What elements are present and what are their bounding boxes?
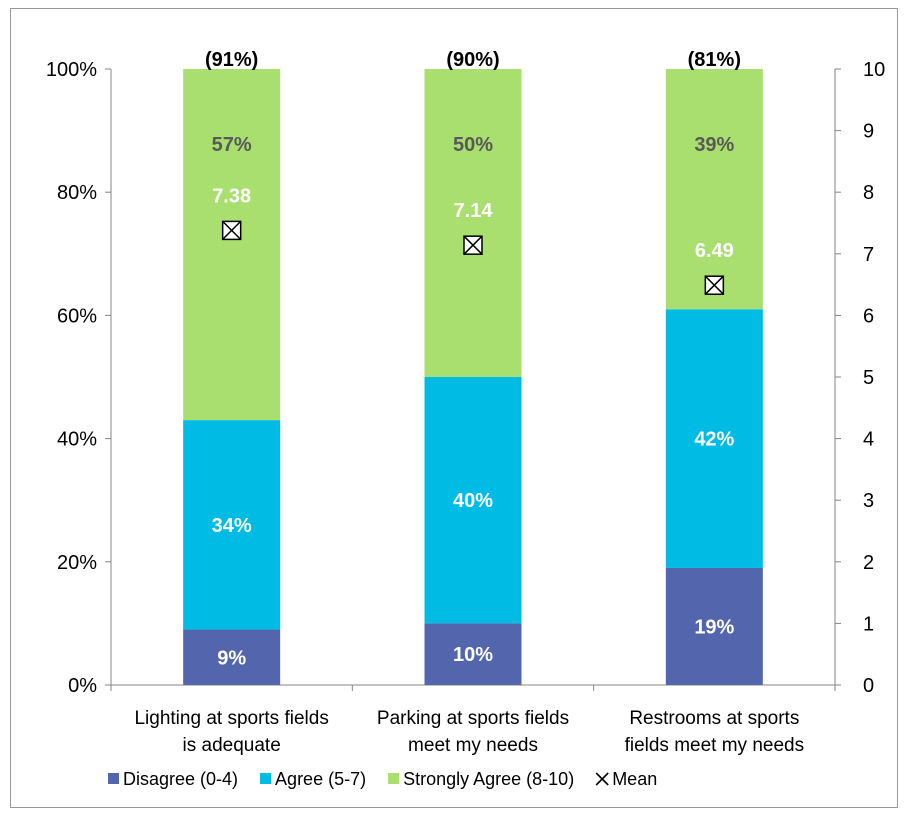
right-tick-label: 4 <box>863 429 874 451</box>
x-category-label: Restrooms at sports <box>629 708 799 729</box>
bar-segment-3 <box>183 69 281 421</box>
mean-marker <box>221 220 242 241</box>
mean-marker <box>704 275 725 295</box>
segment-data-label: 42% <box>694 429 734 451</box>
mean-data-label: 7.14 <box>454 200 494 222</box>
legend-label-1: Disagree (0-4) <box>123 769 238 789</box>
legend-label-mean: Mean <box>612 769 657 789</box>
total-label: (90%) <box>446 49 499 71</box>
segment-data-label: 34% <box>212 515 252 537</box>
x-category-label: Lighting at sports fields <box>134 708 328 729</box>
right-tick-label: 2 <box>863 552 874 574</box>
legend-label-3: Strongly Agree (8-10) <box>403 769 574 789</box>
left-tick-label: 60% <box>57 305 97 327</box>
axes: 0% 20% 40% 60% 80% 100% 0 1 2 3 4 5 6 7 8 9 10 Lighting a… <box>46 59 885 756</box>
right-tick-label: 3 <box>863 490 874 512</box>
total-label: (91%) <box>205 49 258 71</box>
legend-swatch-2 <box>260 773 272 784</box>
segment-data-label: 57% <box>212 134 252 156</box>
bar-segment-1 <box>183 629 281 685</box>
legend-swatch-3 <box>388 773 400 784</box>
legend-swatch-1 <box>108 773 119 784</box>
left-tick-label: 100% <box>46 59 97 81</box>
left-tick-label: 40% <box>57 429 97 451</box>
segment-data-label: 9% <box>217 647 246 669</box>
segment-data-label: 10% <box>453 644 493 666</box>
right-tick-label: 7 <box>863 244 874 266</box>
bar-segment-2 <box>424 377 522 624</box>
bar-segment-2 <box>183 420 281 630</box>
mean-marker-cross-2 <box>463 235 483 255</box>
right-tick-label: 9 <box>863 121 874 143</box>
data-labels: 9% 34% 57% (91%) 7.38 10% 40% 50% (90%) 7.14 19% 42… <box>205 49 741 669</box>
mean-data-label: 7.38 <box>212 185 251 207</box>
right-tick-label: 10 <box>863 59 885 81</box>
legend-label-2: Agree (5-7) <box>275 769 366 789</box>
right-tick-label: 0 <box>863 675 874 697</box>
x-category-label: meet my needs <box>408 735 538 756</box>
x-category-label: fields meet my needs <box>625 735 805 756</box>
x-category-label: is adequate <box>183 735 281 756</box>
mean-marker-cross-2 <box>704 275 724 295</box>
left-tick-label: 0% <box>68 675 97 697</box>
segment-data-label: 39% <box>694 134 734 156</box>
legend-mean-marker <box>595 772 609 786</box>
segment-data-label: 40% <box>453 490 493 512</box>
right-tick-label: 1 <box>863 613 874 635</box>
left-tick-label: 20% <box>57 552 97 574</box>
mean-marker <box>463 235 483 255</box>
total-label: (81%) <box>688 49 741 71</box>
segment-data-label: 19% <box>694 616 734 638</box>
segment-data-label: 50% <box>453 134 493 156</box>
right-tick-label: 6 <box>863 305 874 327</box>
bar-segment-2 <box>665 309 763 568</box>
legend-mean-cross-2 <box>595 772 609 786</box>
bar-segment-1 <box>424 623 522 685</box>
bar-segment-3 <box>665 69 763 310</box>
chart-frame <box>10 8 898 808</box>
bar-segment-3 <box>424 69 522 377</box>
bars <box>183 69 763 685</box>
left-tick-label: 80% <box>57 182 97 204</box>
x-category-label: Parking at sports fields <box>377 708 569 729</box>
mean-marker-cross-2 <box>222 220 242 240</box>
bar-segment-1 <box>665 567 763 685</box>
legend: Disagree (0-4) Agree (5-7) Strongly Agree … <box>108 769 657 789</box>
right-tick-label: 8 <box>863 182 874 204</box>
mean-data-label: 6.49 <box>695 240 734 262</box>
right-tick-label: 5 <box>863 367 874 389</box>
